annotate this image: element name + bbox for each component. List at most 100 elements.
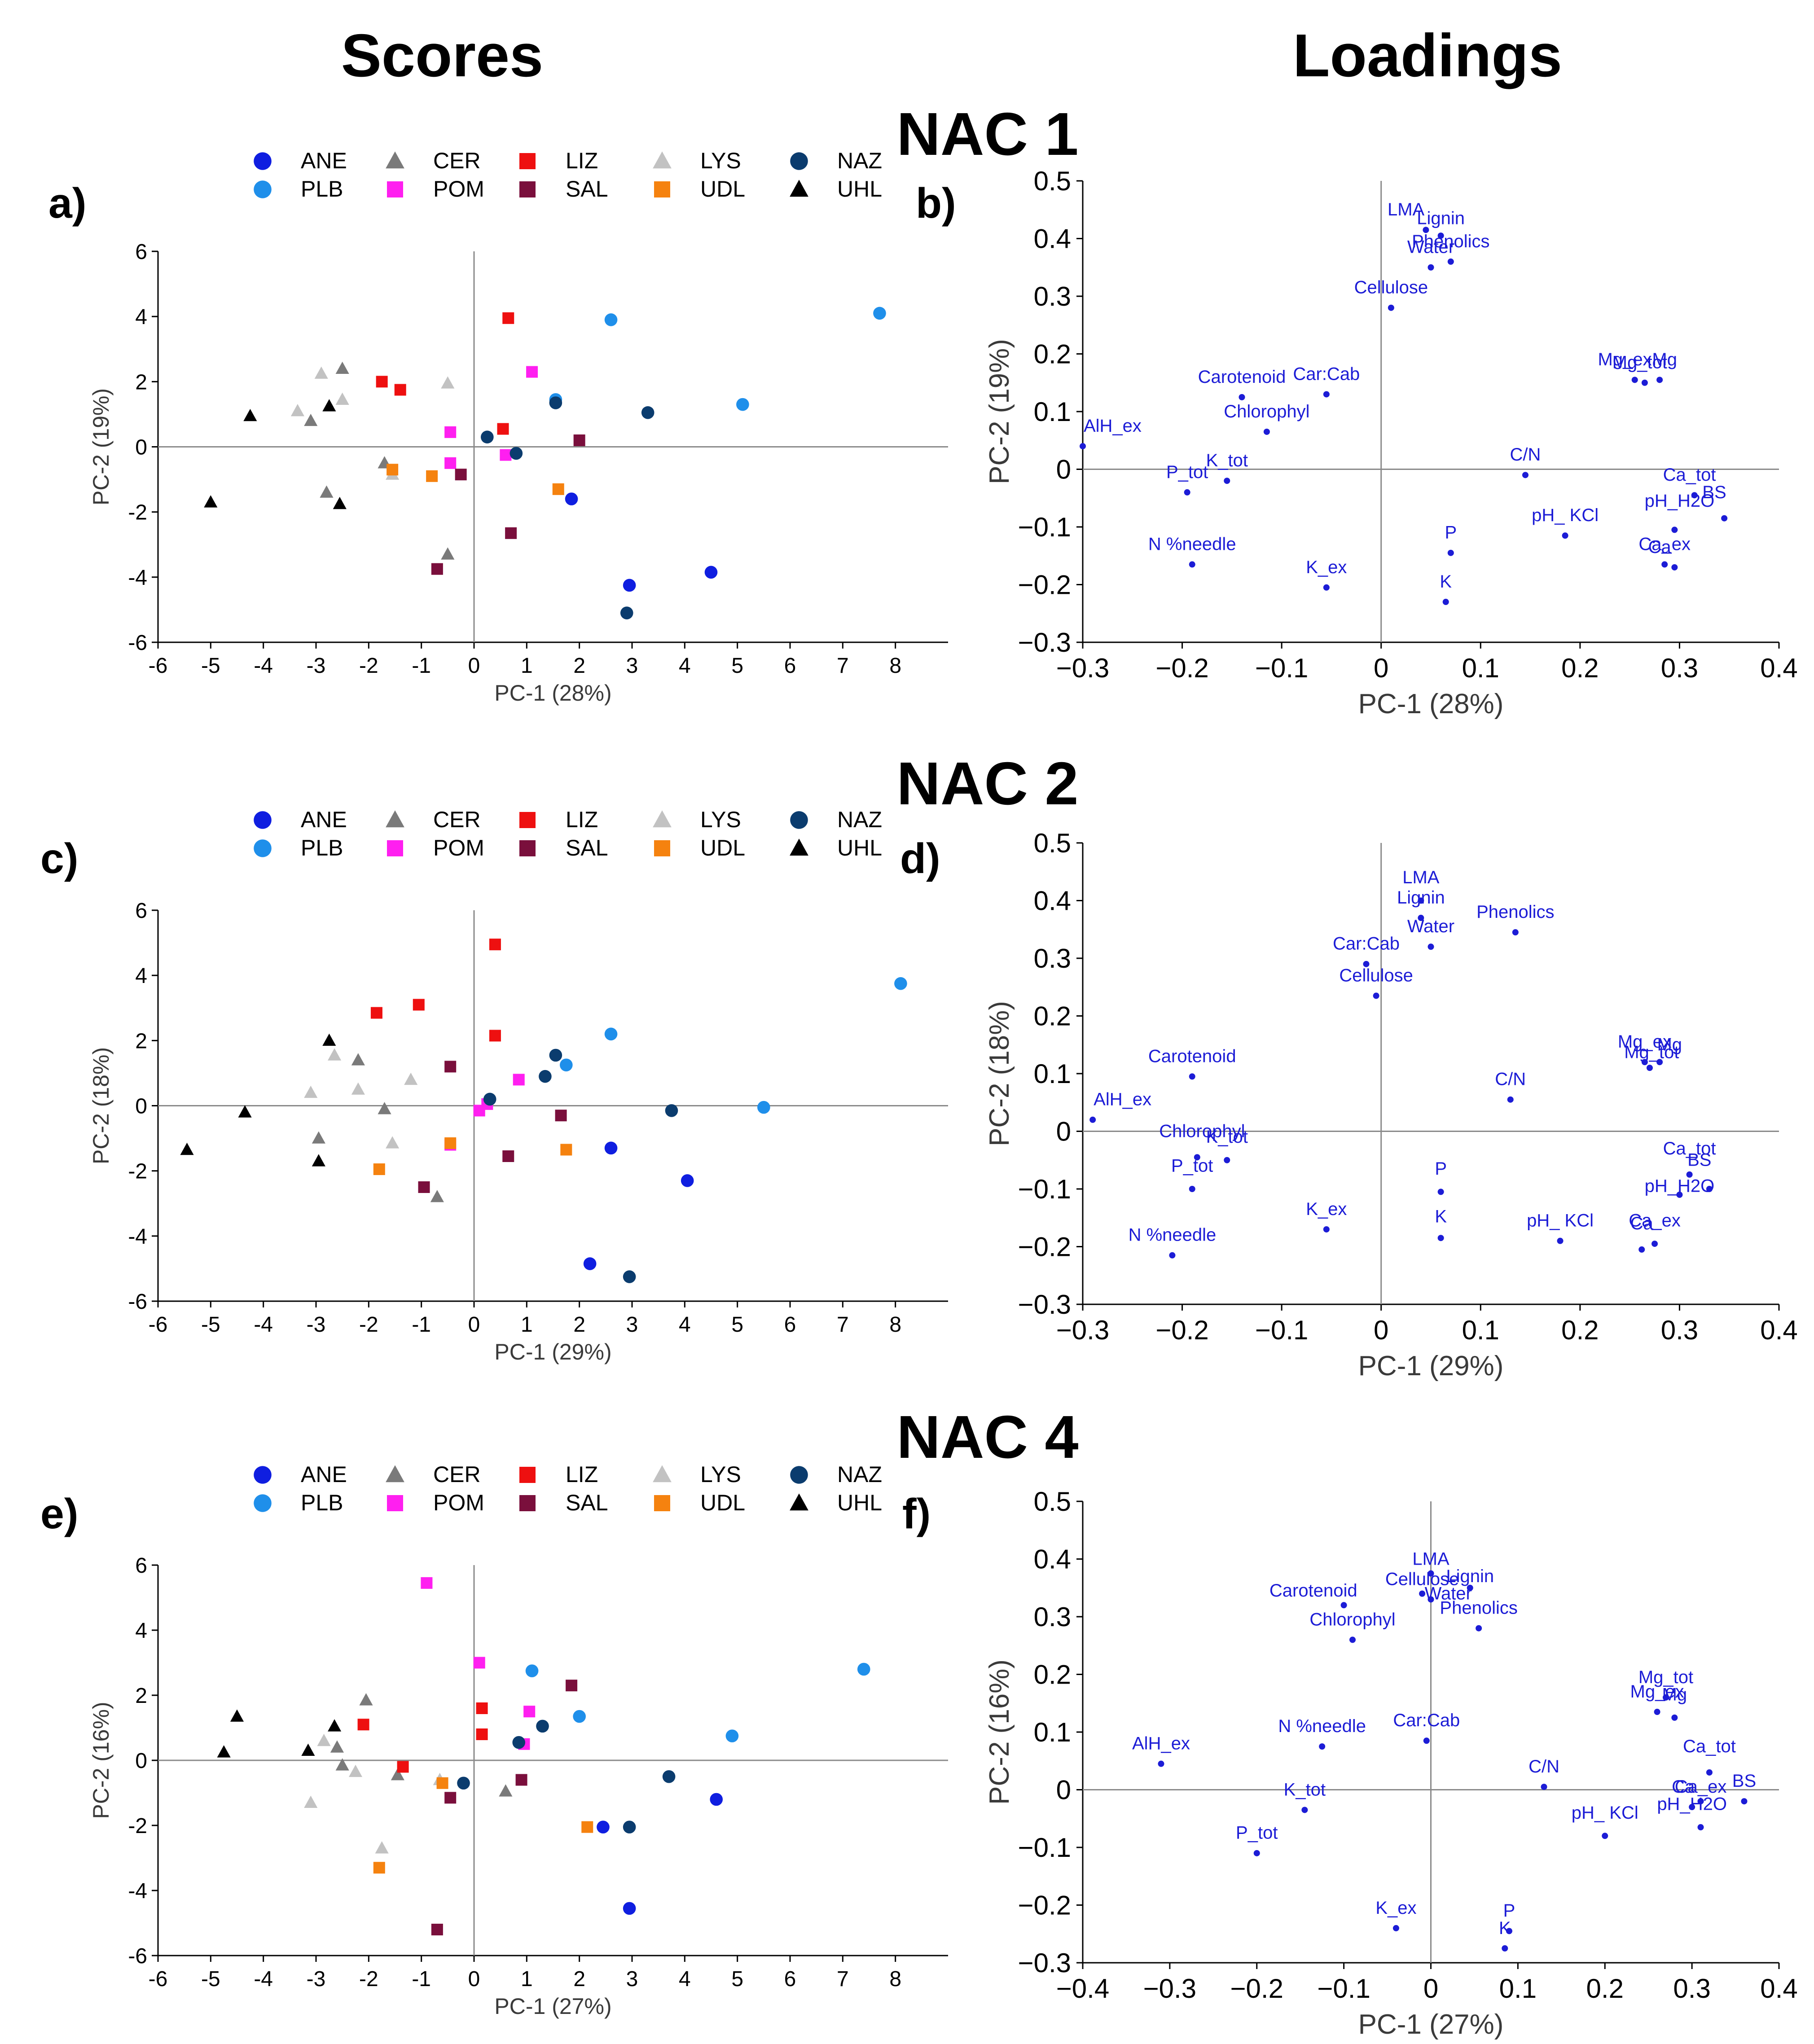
x-tick-label: -2 [359,654,378,678]
x-tick-label: -4 [254,1967,273,1991]
y-tick-label: 2 [135,1684,147,1708]
loading-label: Ca [1648,537,1672,557]
x-tick-label: 0 [468,1967,480,1991]
x-tick-label: 4 [679,654,691,678]
data-point-uhl [243,408,257,421]
legend-marker [254,180,272,198]
loading-label: LMA [1412,1549,1449,1569]
legend-label: LIZ [566,807,598,832]
x-tick-label: 0.1 [1499,1974,1537,2004]
x-tick-label: 0 [468,654,480,678]
data-point-ane [565,492,578,505]
x-tick-label: -6 [149,1313,168,1337]
data-point-cer [320,485,334,498]
x-tick-label: 0 [1374,653,1388,683]
data-point-pom [421,1577,433,1589]
y-tick-label: 6 [135,899,147,923]
legend-label: POM [433,1490,484,1515]
legend-marker [790,152,808,170]
legend-label: UHL [837,835,882,860]
y-tick-label: 0.1 [1034,1059,1071,1089]
loading-point [1656,1059,1663,1066]
data-point-ane [710,1793,723,1806]
y-tick-label: 4 [135,1619,147,1643]
loading-label: N %needle [1278,1716,1366,1736]
loading-point [1253,1850,1260,1856]
legend-label: CER [433,148,481,173]
y-tick-label: 0.3 [1034,943,1071,974]
data-point-udl [444,1137,457,1149]
loading-label: Ca [1672,1777,1695,1797]
y-tick-label: 0 [135,1095,147,1118]
legend-marker [387,181,403,197]
panel-label-b: b) [916,180,956,227]
data-point-ane [597,1820,610,1833]
loading-label: K_ex [1306,557,1347,577]
x-tick-label: 8 [889,1967,901,1991]
legend-label: LYS [700,807,741,832]
data-point-lys [327,1048,342,1061]
legend-marker [386,810,404,828]
loading-label: Mg_ex [1618,1032,1672,1052]
data-point-cer [304,413,318,426]
loading-point [1502,1945,1508,1952]
loading-point [1638,1246,1645,1253]
data-point-liz [394,384,406,396]
loading-point [1562,532,1568,539]
loading-label: Ca_ex [1675,1777,1727,1797]
legend-label: SAL [566,835,608,860]
loading-point [1706,1769,1713,1776]
loading-point [1373,992,1379,999]
x-tick-label: 0.3 [1661,653,1698,683]
data-point-liz [476,1702,488,1714]
x-tick-label: −0.3 [1056,653,1109,683]
loading-point [1641,1059,1648,1066]
loading-label: P_tot [1236,1823,1278,1843]
y-tick-label: 4 [135,964,147,988]
y-tick-label: 6 [135,1554,147,1578]
data-point-uhl [301,1743,315,1756]
loadings-plot: −0.3 −0.2 −0.1 0 0.1 0.2 0.3 0.4 −0.3 −0.2 −0.1 0 0.… [984,166,1798,719]
x-tick-label: 2 [573,1967,585,1991]
loading-point [1194,1154,1200,1161]
x-tick-label: 0.2 [1586,1974,1624,2004]
loading-point [1671,564,1678,570]
data-point-sal [444,1061,457,1073]
data-point-uhl [204,495,218,508]
legend-label: NAZ [837,148,882,173]
data-point-lys [441,376,455,389]
data-point-cer [378,1102,391,1114]
x-tick-label: 0 [1374,1315,1388,1345]
y-tick-label: 0.2 [1034,1660,1071,1690]
legend-marker [519,1467,536,1483]
legend-label: LYS [700,148,741,173]
loading-label: Water [1407,917,1454,936]
x-tick-label: -4 [254,654,273,678]
data-point-plb [725,1729,739,1742]
loading-point [1686,1171,1693,1178]
loading-label: Lignin [1417,208,1465,228]
data-point-naz [536,1719,549,1733]
loadings-plot: −0.4 −0.3 −0.2 −0.1 0 0.1 0.2 0.3 0.4−0.3−0.2−0.… [984,1487,1798,2040]
loading-point [1418,915,1424,921]
legend-label: ANE [301,807,347,832]
data-point-lys [375,1841,389,1854]
data-point-plb [525,1664,539,1677]
loading-point [1158,1760,1164,1767]
data-point-naz [623,1820,636,1833]
x-tick-label: 5 [731,1967,743,1991]
x-tick-label: 8 [889,654,901,678]
section-title-nac4: NAC 4 [896,1403,1078,1471]
legend-marker [519,1495,536,1511]
data-point-cer [359,1693,373,1706]
legend-label: CER [433,807,481,832]
loading-label: C/N [1495,1070,1526,1089]
chart-layer: ANE CER LIZ LYS NAZ PLB POM SAL UDL UHL -6 -5 -4 -3 -2… [88,148,1798,2040]
y-tick-label: 0.2 [1034,339,1071,369]
loading-point [1442,599,1449,605]
loading-point [1522,472,1529,478]
data-point-sal [555,1110,567,1122]
x-tick-label: 5 [731,1313,743,1337]
y-tick-label: 0.4 [1034,224,1071,254]
